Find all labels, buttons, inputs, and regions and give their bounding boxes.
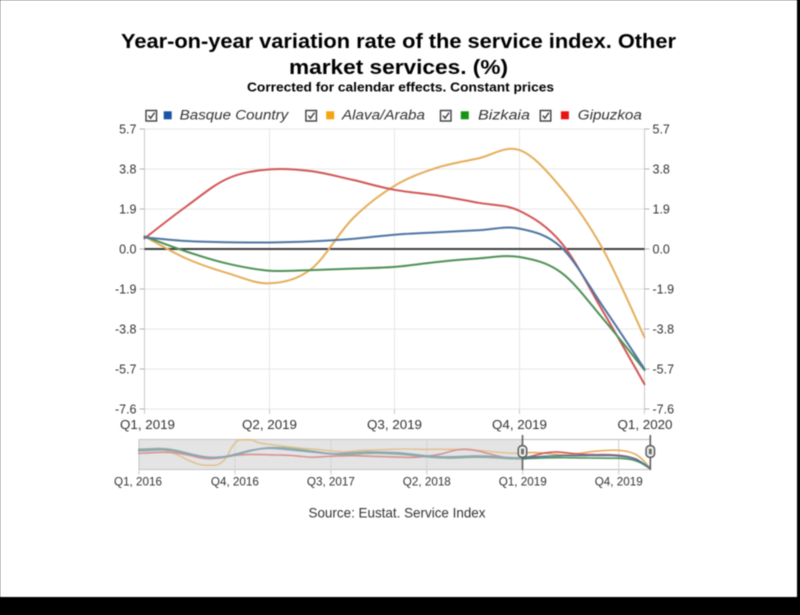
svg-text:Q4, 2016: Q4, 2016 <box>211 475 259 489</box>
svg-text:3.8: 3.8 <box>653 163 670 177</box>
svg-text:market services. (%): market services. (%) <box>289 57 508 79</box>
svg-text:1.9: 1.9 <box>653 203 670 217</box>
svg-text:Alava/Araba: Alava/Araba <box>341 108 426 123</box>
svg-text:Q3, 2017: Q3, 2017 <box>307 475 355 489</box>
svg-text:0.0: 0.0 <box>653 243 670 257</box>
svg-text:0.0: 0.0 <box>119 243 136 257</box>
svg-text:-7.6: -7.6 <box>115 403 137 417</box>
svg-text:5.7: 5.7 <box>653 123 670 137</box>
svg-text:Corrected for calendar effects: Corrected for calendar effects. Constant… <box>247 80 554 95</box>
svg-text:-7.6: -7.6 <box>653 403 675 417</box>
svg-text:Q3, 2019: Q3, 2019 <box>367 418 422 432</box>
svg-text:Gipuzkoa: Gipuzkoa <box>578 108 643 123</box>
svg-text:-3.8: -3.8 <box>653 323 675 337</box>
svg-text:3.8: 3.8 <box>119 163 136 177</box>
svg-text:-1.9: -1.9 <box>115 283 137 297</box>
svg-text:Q1, 2019: Q1, 2019 <box>499 475 547 489</box>
svg-text:Basque Country: Basque Country <box>180 108 290 123</box>
svg-text:Q4, 2019: Q4, 2019 <box>595 475 643 489</box>
svg-text:Q4, 2019: Q4, 2019 <box>492 418 547 432</box>
svg-text:Q1, 2020: Q1, 2020 <box>618 418 673 432</box>
svg-text:Q2, 2018: Q2, 2018 <box>403 475 451 489</box>
svg-text:Q1, 2019: Q1, 2019 <box>120 418 175 432</box>
svg-text:Year-on-year variation rate of: Year-on-year variation rate of the servi… <box>121 31 676 53</box>
svg-text:-3.8: -3.8 <box>115 323 137 337</box>
svg-text:Q1, 2016: Q1, 2016 <box>114 475 162 489</box>
svg-text:Q2, 2019: Q2, 2019 <box>242 418 297 432</box>
svg-text:Bizkaia: Bizkaia <box>478 108 531 123</box>
svg-text:5.7: 5.7 <box>119 123 136 137</box>
svg-text:-1.9: -1.9 <box>653 283 675 297</box>
svg-text:-5.7: -5.7 <box>653 363 675 377</box>
svg-text:1.9: 1.9 <box>119 203 136 217</box>
svg-text:Source: Eustat. Service Index: Source: Eustat. Service Index <box>309 505 486 521</box>
svg-text:-5.7: -5.7 <box>115 363 137 377</box>
